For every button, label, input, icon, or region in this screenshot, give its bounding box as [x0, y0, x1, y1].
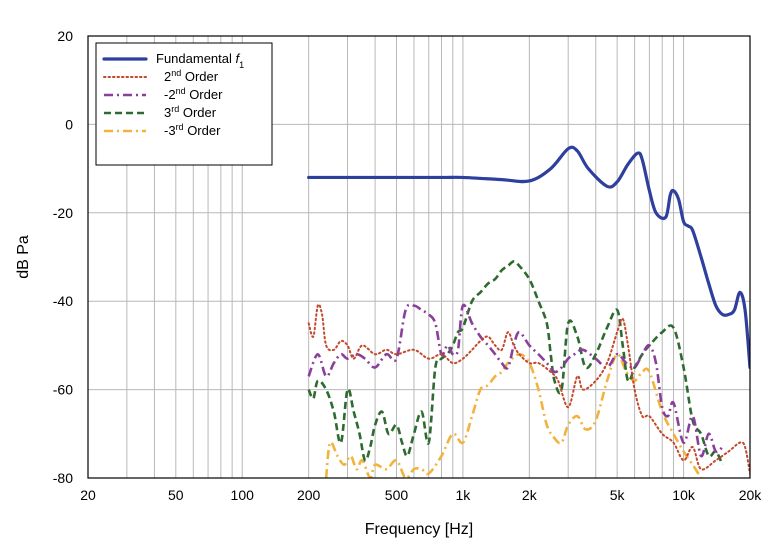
legend-entry: 2nd Order — [164, 68, 219, 84]
y-tick-label: -40 — [53, 293, 73, 309]
x-tick-label: 500 — [385, 487, 409, 503]
y-tick-label: 20 — [57, 28, 73, 44]
legend-entry: Fundamental f1 — [156, 51, 244, 70]
x-tick-label: 5k — [610, 487, 626, 503]
legend-entry: 3rd Order — [164, 104, 217, 120]
series-line-2 — [307, 303, 750, 475]
x-tick-label: 200 — [297, 487, 321, 503]
plot-frame — [87, 35, 751, 479]
x-tick-label: 10k — [672, 487, 696, 503]
x-tick-label: 20 — [80, 487, 96, 503]
x-tick-label: 1k — [456, 487, 472, 503]
legend-box — [95, 42, 273, 166]
x-axis-label: Frequency [Hz] — [365, 521, 473, 538]
y-tick-label: 0 — [65, 116, 73, 132]
series-lines — [307, 145, 750, 478]
x-tick-label: 20k — [739, 487, 763, 503]
y-tick-label: -60 — [53, 382, 73, 398]
y-axis-ticks: -80 -60 -40 -20 0 20 — [53, 28, 73, 486]
y-axis-label: dB Pa — [15, 235, 32, 279]
series-line-3 — [307, 303, 724, 458]
x-tick-label: 2k — [522, 487, 538, 503]
series-line-4 — [307, 260, 724, 466]
x-axis-ticks: 20 50 100 200 500 1k 2k 5k 10k 20k — [80, 487, 762, 503]
series-line-5 — [324, 352, 703, 478]
x-tick-label: 100 — [231, 487, 255, 503]
series-line-1 — [307, 145, 750, 370]
y-tick-label: -80 — [53, 470, 73, 486]
legend-entry: -3rd Order — [164, 122, 221, 138]
y-tick-label: -20 — [53, 205, 73, 221]
legend-entry: -2nd Order — [164, 86, 223, 102]
x-tick-label: 50 — [168, 487, 184, 503]
